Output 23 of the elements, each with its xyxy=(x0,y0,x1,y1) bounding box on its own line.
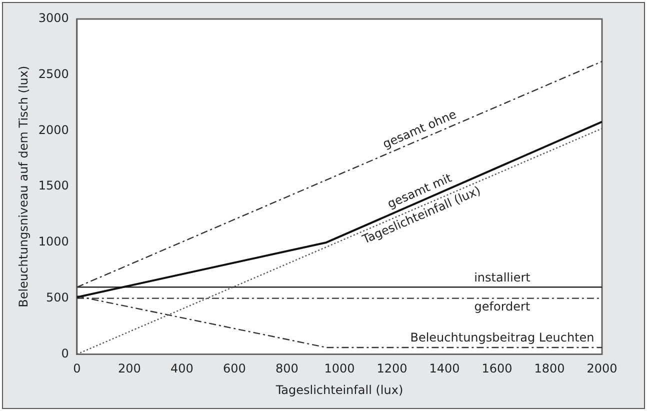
x-tick-label: 1000 xyxy=(324,362,355,376)
x-tick-label: 1600 xyxy=(482,362,512,376)
x-tick-label: 1800 xyxy=(534,362,565,376)
y-tick-label: 0 xyxy=(61,346,69,360)
x-axis-title: Tageslichteinfall (lux) xyxy=(274,382,404,397)
y-tick-label: 2000 xyxy=(38,122,69,137)
y-tick-label: 3000 xyxy=(38,11,69,26)
y-tick-label: 500 xyxy=(46,290,69,304)
x-tick-label: 1200 xyxy=(376,362,408,376)
x-tick-label: 1400 xyxy=(429,362,460,376)
series-label: Beleuchtungsbeitrag Leuchten xyxy=(410,330,594,345)
y-tick-label: 2500 xyxy=(38,66,69,81)
x-tick-label: 2000 xyxy=(586,362,618,376)
x-tick-label: 400 xyxy=(170,362,194,376)
series-label: installiert xyxy=(474,270,531,284)
x-tick-label: 800 xyxy=(276,362,298,376)
x-tick-label: 0 xyxy=(73,362,81,376)
y-axis-title: Beleuchtungsniveau auf dem Tisch (lux) xyxy=(16,66,30,308)
y-tick-label: 1000 xyxy=(38,234,69,249)
series-label: gefordert xyxy=(474,299,530,314)
x-tick-label: 200 xyxy=(118,362,141,376)
y-tick-label: 1500 xyxy=(38,178,69,193)
x-tick-label: 600 xyxy=(223,362,246,376)
